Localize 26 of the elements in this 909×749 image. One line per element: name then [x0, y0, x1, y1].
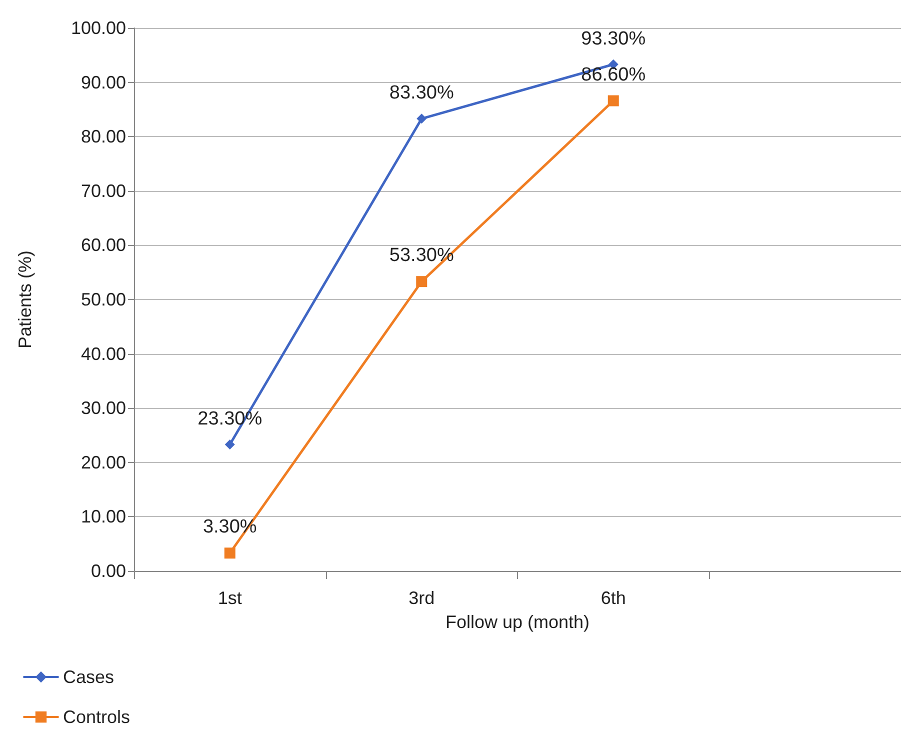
x-axis-title: Follow up (month) [445, 612, 590, 632]
y-tick-label: 10.00 [80, 506, 126, 527]
x-tick-label: 3rd [408, 588, 435, 608]
data-label: 93.30% [581, 28, 646, 50]
y-axis-title: Patients (%) [15, 250, 35, 349]
y-tick-label: 20.00 [80, 452, 126, 472]
y-tick-label: 60.00 [80, 235, 126, 256]
y-tick-label: 80.00 [80, 126, 126, 147]
y-tick-label: 30.00 [80, 398, 126, 418]
x-tick-label: 1st [218, 588, 242, 608]
y-tick-label: 100.00 [70, 18, 126, 38]
point [224, 548, 236, 559]
data-label: 83.30% [389, 82, 454, 104]
point [224, 439, 235, 450]
legend-label: Cases [63, 667, 114, 687]
point [416, 276, 428, 288]
point [608, 95, 619, 106]
y-tick-label: 50.00 [80, 290, 126, 310]
y-tick-label: 70.00 [80, 180, 126, 201]
legend-label: Controls [63, 707, 130, 727]
y-tick-label: 40.00 [80, 344, 126, 364]
y-tick-label: 90.00 [80, 72, 126, 92]
data-label: 86.60% [581, 64, 646, 86]
y-tick-label: 0.00 [90, 561, 126, 581]
x-tick-label: 6th [600, 588, 626, 608]
point [416, 114, 427, 124]
